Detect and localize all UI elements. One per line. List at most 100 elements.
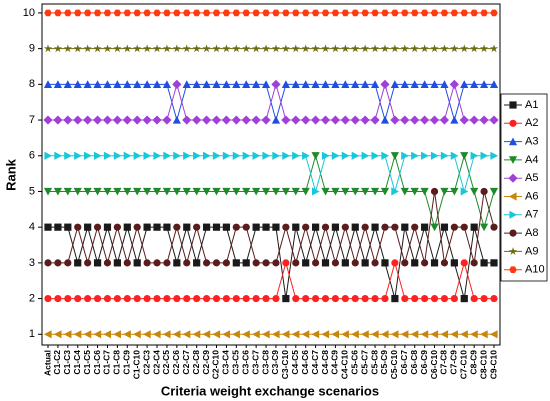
marker xyxy=(440,294,449,303)
marker xyxy=(371,223,379,231)
marker xyxy=(421,294,429,303)
marker xyxy=(331,187,340,196)
marker xyxy=(490,151,499,160)
x-tick-label: C9-C10 xyxy=(488,350,498,380)
marker xyxy=(391,223,399,231)
marker xyxy=(192,44,201,53)
marker xyxy=(331,80,340,88)
marker xyxy=(410,330,419,339)
marker xyxy=(74,259,82,267)
marker xyxy=(252,223,260,231)
marker xyxy=(123,259,131,267)
marker xyxy=(84,294,92,303)
marker xyxy=(162,115,172,125)
marker xyxy=(371,9,379,17)
marker xyxy=(400,187,409,196)
marker xyxy=(361,259,369,267)
marker xyxy=(281,115,291,125)
marker xyxy=(312,259,320,267)
marker xyxy=(123,330,131,339)
marker xyxy=(509,229,517,237)
marker xyxy=(212,294,221,303)
marker xyxy=(153,259,161,267)
marker xyxy=(182,44,191,53)
marker xyxy=(222,9,231,17)
y-tick-label: 2 xyxy=(29,292,35,304)
marker xyxy=(490,223,498,231)
marker xyxy=(430,80,439,88)
marker xyxy=(311,80,320,88)
marker xyxy=(261,44,271,53)
marker xyxy=(281,44,290,53)
marker xyxy=(143,294,151,303)
marker xyxy=(351,80,360,88)
marker xyxy=(162,44,172,53)
marker xyxy=(123,187,132,196)
marker xyxy=(292,151,300,160)
marker xyxy=(83,330,92,339)
y-tick-label: 9 xyxy=(29,43,35,55)
marker xyxy=(53,115,63,125)
marker xyxy=(182,80,191,88)
marker xyxy=(361,44,370,53)
marker xyxy=(152,80,162,88)
marker xyxy=(123,294,131,303)
marker xyxy=(64,223,72,231)
marker xyxy=(212,80,221,88)
marker xyxy=(282,294,290,303)
y-tick-label: 8 xyxy=(29,78,35,90)
marker xyxy=(401,223,409,231)
marker xyxy=(371,294,379,303)
marker xyxy=(460,223,468,231)
marker xyxy=(380,44,390,53)
marker xyxy=(113,151,122,160)
marker xyxy=(232,80,241,88)
marker xyxy=(54,9,62,17)
marker xyxy=(440,80,449,88)
marker xyxy=(410,80,419,88)
y-tick-label: 3 xyxy=(29,257,35,269)
marker xyxy=(192,9,201,17)
marker xyxy=(400,44,409,53)
marker xyxy=(252,9,260,17)
marker xyxy=(508,156,518,164)
marker xyxy=(351,187,360,196)
marker xyxy=(330,115,341,125)
x-tick-label: C6-C9 xyxy=(419,350,429,375)
marker xyxy=(450,115,459,124)
marker xyxy=(212,187,221,196)
marker xyxy=(351,9,360,17)
marker xyxy=(73,115,83,125)
marker xyxy=(450,151,459,160)
marker xyxy=(460,9,469,17)
marker xyxy=(64,259,72,267)
x-tick-label: C5-C8 xyxy=(369,350,379,375)
marker xyxy=(311,44,320,53)
marker xyxy=(381,294,389,303)
y-axis-title: Rank xyxy=(3,158,18,191)
marker xyxy=(222,259,230,267)
marker xyxy=(351,330,359,339)
marker xyxy=(143,44,152,53)
marker xyxy=(84,223,92,231)
marker xyxy=(64,9,72,17)
marker xyxy=(84,151,92,160)
marker xyxy=(232,223,240,231)
marker xyxy=(489,115,499,125)
marker xyxy=(361,294,369,303)
marker xyxy=(421,151,429,160)
y-tick-label: 4 xyxy=(29,221,35,233)
legend-label: A6 xyxy=(525,190,538,202)
marker xyxy=(281,330,290,339)
marker xyxy=(262,151,271,160)
marker xyxy=(113,187,122,196)
marker xyxy=(430,44,439,53)
marker xyxy=(192,187,201,196)
marker xyxy=(133,294,141,303)
marker xyxy=(211,115,222,125)
marker xyxy=(93,259,102,267)
marker xyxy=(430,223,439,232)
marker xyxy=(251,115,261,125)
marker xyxy=(291,80,300,88)
